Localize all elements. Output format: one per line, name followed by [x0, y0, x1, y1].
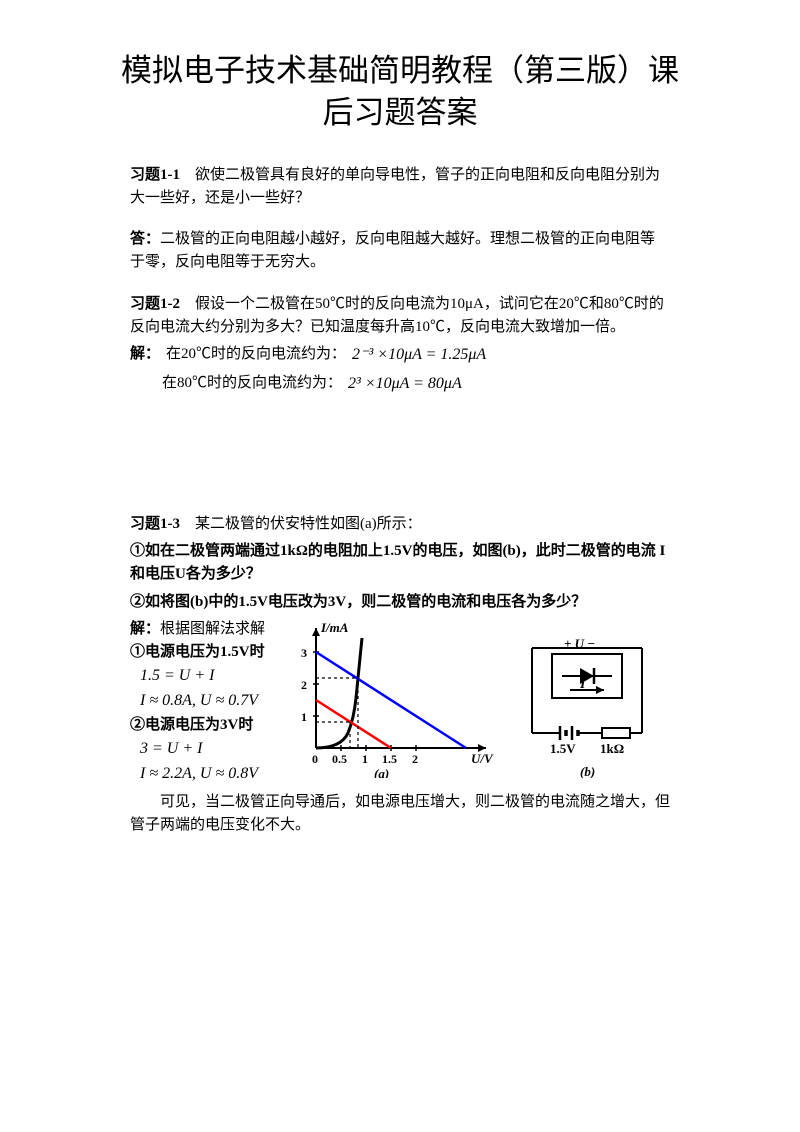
q3-label: 习题1-3 [130, 516, 180, 532]
chart-caption-b: (b) [580, 764, 595, 778]
question-1: 习题1-1 欲使二极管具有良好的单向导电性，管子的正向电阻和反向电阻分别为大一些… [130, 164, 670, 211]
q3-conclusion: 可见，当二极管正向导通后，如电源电压增大，则二极管的电流随之增大，但管子两端的电… [130, 791, 670, 838]
q3-c2-label: ②电源电压为3V时 [130, 714, 280, 737]
chart-y-label: I/mA [320, 620, 349, 635]
ytick-2: 2 [301, 678, 307, 692]
q3-intro: 某二极管的伏安特性如图(a)所示： [180, 516, 422, 532]
circuit-label-u: + U − [564, 636, 595, 651]
q2-line2-text: 在80℃时的反向电流约为： [162, 372, 342, 395]
q1-prompt: 习题1-1 欲使二极管具有良好的单向导电性，管子的正向电阻和反向电阻分别为大一些… [130, 164, 670, 211]
q2-line2-math: 2³ ×10μA = 80μA [348, 372, 462, 397]
q3-intro-row: 习题1-3 某二极管的伏安特性如图(a)所示： [130, 513, 670, 536]
q3-p1: ①如在二极管两端通过1kΩ的电阻加上1.5V的电压，如图(b)，此时二极管的电流… [130, 540, 670, 587]
question-3: 习题1-3 某二极管的伏安特性如图(a)所示： ①如在二极管两端通过1kΩ的电阻… [130, 513, 670, 837]
q1-ans-label: 答： [130, 231, 160, 247]
q3-c2-res: I ≈ 2.2A, U ≈ 0.8V [130, 762, 280, 787]
q3-figure-row: 解：根据图解法求解 ①电源电压为1.5V时 1.5 = U + I I ≈ 0.… [130, 618, 670, 787]
loadline-blue [316, 652, 466, 748]
chart-x-label: U/V [471, 751, 494, 766]
diode-curve [316, 638, 362, 748]
xtick-2: 1 [362, 752, 368, 766]
q2-line1-math: 2⁻³ ×10μA = 1.25μA [352, 343, 486, 368]
circuit-diagram: + U − I 1.5V 1kΩ (b) [512, 618, 662, 778]
xtick-4: 2 [412, 752, 418, 766]
circuit-label-i: I [579, 677, 586, 692]
q3-solve-text: 根据图解法求解 [160, 621, 265, 637]
q1-text: 欲使二极管具有良好的单向导电性，管子的正向电阻和反向电阻分别为大一些好，还是小一… [130, 167, 660, 206]
title-line-1: 模拟电子技术基础简明教程（第三版）课 [121, 53, 679, 88]
q3-solve-label: 解： [130, 621, 160, 637]
chart-caption-a: (a) [374, 766, 389, 778]
answer-1: 答：二极管的正向电阻越小越好，反向电阻越大越好。理想二极管的正向电阻等于零，反向… [130, 228, 670, 275]
title-line-2: 后习题答案 [323, 95, 478, 130]
q1-label: 习题1-1 [130, 167, 180, 183]
q3-c1-eq: 1.5 = U + I [130, 664, 280, 689]
q3-c1-res: I ≈ 0.8A, U ≈ 0.7V [130, 689, 280, 714]
ytick-3: 3 [301, 646, 307, 660]
q2-solve-label: 解： [130, 343, 160, 366]
iv-chart: I/mA U/V 1 2 3 0 0.5 1 1.5 2 [286, 618, 506, 778]
q3-c1-label: ①电源电压为1.5V时 [130, 641, 280, 664]
q3-p2: ②如将图(b)中的1.5V电压改为3V，则二极管的电流和电压各为多少？ [130, 591, 670, 614]
xtick-1: 0.5 [332, 752, 347, 766]
xtick-3: 1.5 [382, 752, 397, 766]
circuit-label-r: 1kΩ [600, 741, 624, 756]
q2-line1-text: 在20℃时的反向电流约为： [166, 343, 346, 366]
q2-text: 假设一个二极管在50℃时的反向电流为10μA，试问它在20℃和80℃时的反向电流… [130, 296, 664, 335]
q3-c2-eq: 3 = U + I [130, 737, 280, 762]
circuit-label-v: 1.5V [550, 741, 576, 756]
q2-solve-2: 在80℃时的反向电流约为： 2³ ×10μA = 80μA [130, 372, 670, 397]
q3-solve-line: 解：根据图解法求解 [130, 618, 280, 641]
xtick-0: 0 [312, 752, 318, 766]
page: 模拟电子技术基础简明教程（第三版）课 后习题答案 习题1-1 欲使二极管具有良好… [0, 0, 800, 1132]
q1-ans-text: 二极管的正向电阻越小越好，反向电阻越大越好。理想二极管的正向电阻等于零，反向电阻… [130, 231, 655, 270]
q2-solve-1: 解： 在20℃时的反向电流约为： 2⁻³ ×10μA = 1.25μA [130, 343, 670, 368]
ytick-1: 1 [301, 710, 307, 724]
q2-prompt: 习题1-2 假设一个二极管在50℃时的反向电流为10μA，试问它在20℃和80℃… [130, 293, 670, 340]
q2-label: 习题1-2 [130, 296, 180, 312]
q3-solution-text: 解：根据图解法求解 ①电源电压为1.5V时 1.5 = U + I I ≈ 0.… [130, 618, 280, 787]
question-2: 习题1-2 假设一个二极管在50℃时的反向电流为10μA，试问它在20℃和80℃… [130, 293, 670, 397]
page-title: 模拟电子技术基础简明教程（第三版）课 后习题答案 [90, 50, 710, 134]
